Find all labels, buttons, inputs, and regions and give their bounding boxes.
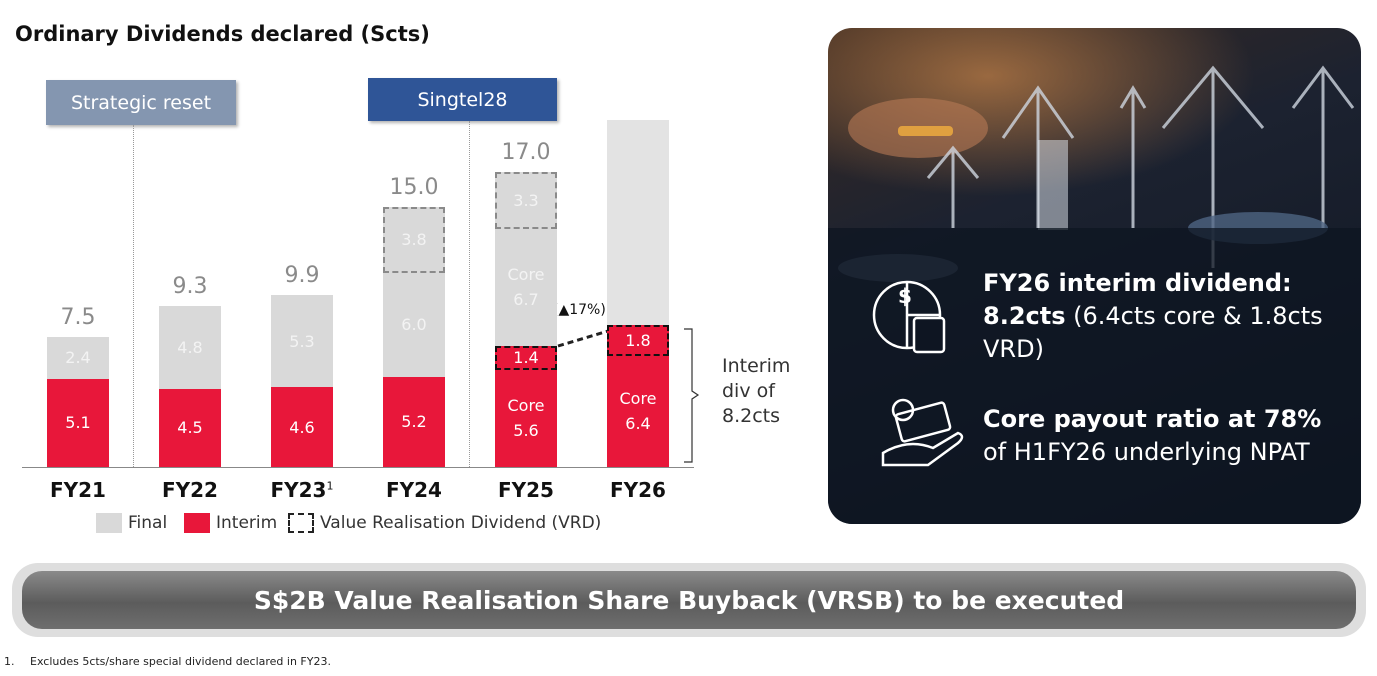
legend-swatch [184, 513, 210, 533]
data-label: 1.8 [625, 330, 651, 350]
data-label: 4.5 [177, 418, 203, 438]
data-label: 5.1 [65, 413, 91, 433]
bar: 5.2 [383, 376, 445, 467]
legend-item: Interim [184, 513, 277, 533]
panel-item: FY26 interim dividend: 8.2cts (6.4cts co… [983, 267, 1353, 366]
data-label: 1.4 [513, 348, 539, 368]
vrd-bar: 1.4 [495, 345, 557, 370]
x-tick-label: FY22 [140, 478, 240, 502]
x-tick-label: FY25 [476, 478, 576, 502]
legend-item: Final [96, 513, 167, 533]
data-label: 5.2 [401, 412, 427, 432]
footnote-number: 1. [4, 655, 15, 668]
x-tick-label: FY231 [252, 478, 352, 502]
panel-item-detail: (6.4cts core & 1.8cts VRD) [983, 302, 1323, 363]
panel-decoration: $ [828, 28, 1361, 524]
data-label: 4.6 [289, 417, 315, 437]
x-tick-label: FY26 [588, 478, 688, 502]
growth-connector [557, 329, 609, 348]
panel-item-title: FY26 interim dividend: [983, 269, 1292, 297]
phase-label: Singtel28 [368, 78, 557, 121]
data-label: 3.8 [401, 230, 427, 250]
data-label: 4.8 [177, 337, 203, 357]
legend-label: Interim [216, 513, 278, 533]
x-tick-label: FY21 [28, 478, 128, 502]
data-label: 6.0 [401, 315, 427, 335]
bar: Core 6.4 [607, 355, 669, 467]
total-label: 15.0 [389, 174, 439, 200]
bracket-annotation: Interim div of 8.2cts [722, 355, 791, 427]
bar: 5.1 [47, 378, 109, 467]
vrd-bar: 1.8 [607, 324, 669, 356]
vrd-bar: 3.3 [495, 172, 557, 230]
data-label: 2.4 [65, 348, 91, 368]
annotation-layer [557, 328, 700, 463]
panel-item-highlight: 8.2cts [983, 302, 1066, 330]
bar: 6.0 [383, 272, 445, 377]
data-label: Core 5.6 [507, 396, 545, 441]
total-label: 9.3 [172, 273, 208, 299]
total-label: 7.5 [60, 304, 96, 330]
footnote: Excludes 5cts/share special dividend dec… [30, 655, 331, 668]
x-tick-label: FY24 [364, 478, 464, 502]
phase-label: Strategic reset [46, 80, 236, 125]
legend-label: Final [128, 513, 168, 533]
phase-divider [469, 121, 470, 467]
data-label: 5.3 [289, 331, 315, 351]
category-name: FY21 [50, 478, 106, 502]
bar: Core 6.7 [495, 229, 557, 346]
legend-item: Value Realisation Dividend (VRD) [288, 513, 601, 533]
banner: S$2B Value Realisation Share Buyback (VR… [22, 571, 1356, 629]
footnote-ref: 1 [326, 479, 334, 493]
panel-item-detail: of H1FY26 underlying NPAT [983, 438, 1310, 466]
chart-title: Ordinary Dividends declared (Scts) [15, 22, 430, 46]
growth-annotation: (▲17%) [553, 302, 606, 318]
bar: 5.3 [271, 295, 333, 388]
category-name: FY24 [386, 478, 442, 502]
data-label: 3.3 [513, 191, 539, 211]
total-label: 17.0 [501, 140, 551, 166]
category-name: FY22 [162, 478, 218, 502]
chart: Strategic reset Singtel28 (▲17%) Interim… [0, 0, 800, 545]
legend-swatch [96, 513, 122, 533]
image-panel: $ FY26 interim dividend: 8.2cts (6.4cts … [828, 28, 1361, 524]
phase-divider [133, 125, 134, 467]
icon-glyph: $ [898, 284, 912, 308]
baseline [22, 467, 694, 468]
bar: 4.6 [271, 387, 333, 467]
panel-item-title: Core payout ratio at 78% [983, 405, 1322, 433]
total-label: 9.9 [284, 263, 320, 289]
bar: 4.8 [159, 305, 221, 389]
data-label: Core 6.4 [619, 389, 657, 434]
category-name: FY23 [270, 478, 327, 502]
bracket [684, 328, 700, 463]
legend-label: Value Realisation Dividend (VRD) [320, 513, 602, 533]
category-name: FY25 [498, 478, 554, 502]
legend-swatch [288, 513, 314, 533]
vrd-bar: 3.8 [383, 206, 445, 273]
data-label: Core 6.7 [507, 265, 545, 310]
bar: Core 5.6 [495, 369, 557, 467]
bar: 2.4 [47, 336, 109, 379]
bar: 4.5 [159, 388, 221, 467]
panel-item: Core payout ratio at 78% of H1FY26 under… [983, 403, 1353, 469]
category-name: FY26 [610, 478, 666, 502]
